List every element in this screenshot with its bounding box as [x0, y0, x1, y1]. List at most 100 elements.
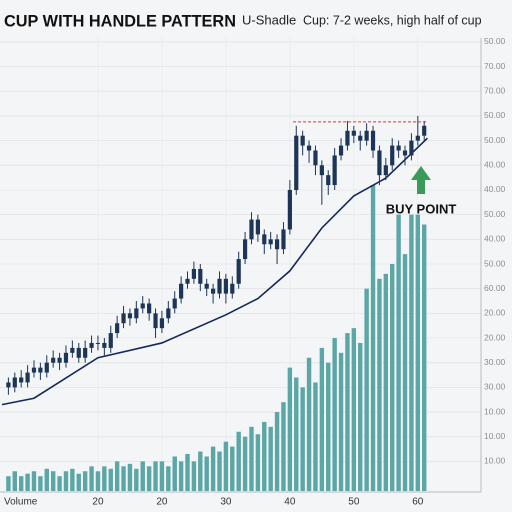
- candle-body: [217, 278, 222, 294]
- y-tick-label: 30.00: [484, 357, 506, 367]
- candle-body: [370, 130, 376, 151]
- x-tick-label: 30: [220, 497, 232, 508]
- volume-bar: [255, 434, 261, 491]
- volume-bar: [338, 352, 344, 491]
- candle-body: [236, 259, 241, 284]
- volume-bar: [25, 473, 30, 491]
- volume-bar: [332, 338, 337, 491]
- volume-bar: [230, 446, 235, 491]
- candle-body: [319, 165, 324, 176]
- y-tick-label: 20.00: [484, 332, 506, 342]
- volume-bar: [396, 214, 401, 492]
- candle-body: [326, 175, 331, 186]
- volume-bar: [422, 224, 427, 492]
- candle-body: [19, 377, 24, 383]
- volume-bar: [50, 471, 56, 491]
- volume-bar: [134, 468, 139, 491]
- volume-bar: [383, 273, 389, 491]
- volume-bar: [191, 461, 197, 491]
- candle-body: [230, 283, 235, 294]
- candle-body: [211, 288, 216, 294]
- x-tick-label: 20: [92, 497, 104, 508]
- candle-body: [402, 150, 408, 156]
- volume-bar: [140, 461, 145, 491]
- volume-bar: [82, 471, 88, 491]
- candle-body: [332, 155, 337, 186]
- y-tick-label: 70.00: [484, 61, 506, 71]
- volume-bar: [287, 367, 293, 491]
- candle-body: [166, 308, 171, 319]
- y-tick-label: 10.00: [484, 406, 506, 416]
- candle-body: [6, 382, 11, 388]
- grid: [0, 37, 481, 491]
- volume-bar: [38, 476, 43, 491]
- volume-bar: [153, 461, 158, 491]
- y-tick-label: 20.00: [484, 308, 506, 318]
- volume-bar: [306, 357, 312, 491]
- volume-bar: [172, 456, 177, 491]
- volume-bars: [6, 185, 427, 492]
- volume-bar: [210, 446, 216, 491]
- candle-body: [377, 150, 382, 176]
- volume-bar: [159, 461, 165, 491]
- volume-bar: [236, 431, 241, 491]
- candle-body: [153, 313, 158, 329]
- candle-body: [422, 125, 427, 136]
- candle-body: [338, 145, 344, 156]
- candle-body: [95, 342, 101, 344]
- y-tick-label: 50.00: [484, 209, 506, 219]
- candle-body: [306, 145, 312, 151]
- candle-body: [115, 323, 120, 334]
- candle-body: [127, 313, 133, 319]
- candle-body: [268, 239, 273, 245]
- x-tick-label: 60: [412, 497, 424, 508]
- volume-bar: [300, 387, 305, 491]
- volume-bar: [274, 412, 280, 491]
- y-tick-label: 60.00: [484, 283, 506, 293]
- candle-body: [358, 135, 363, 141]
- candle-body: [147, 303, 152, 314]
- volume-bar: [6, 476, 11, 491]
- chart-subtitle: U-Shadle: [242, 12, 296, 27]
- volume-bar: [114, 461, 120, 491]
- volume-bar: [377, 278, 382, 491]
- y-tick-label: 40.00: [484, 234, 506, 244]
- candle-body: [351, 130, 356, 136]
- candle-body: [223, 278, 228, 294]
- buy-arrow: [411, 166, 431, 194]
- volume-bar: [121, 466, 126, 491]
- volume-bar: [146, 466, 152, 491]
- volume-bar: [326, 362, 331, 491]
- x-tick-label: 20: [156, 497, 168, 508]
- candle-body: [12, 377, 17, 388]
- candle-body: [294, 135, 299, 190]
- candle-body: [415, 135, 420, 141]
- volume-bar: [63, 471, 69, 491]
- buy-label: BUY POINT: [386, 201, 457, 216]
- volume-bar: [89, 466, 94, 491]
- y-tick-label: 30.00: [484, 382, 506, 392]
- y-tick-label: 40.00: [484, 184, 506, 194]
- candle-body: [134, 308, 139, 319]
- candle-body: [204, 283, 209, 289]
- chart-title: CUP WITH HANDLE PATTERN: [4, 11, 236, 30]
- candle-body: [409, 140, 414, 156]
- candle-body: [89, 342, 94, 348]
- y-tick-label: 10.00: [484, 456, 506, 466]
- candle-body: [25, 372, 30, 383]
- candle-body: [31, 367, 37, 373]
- volume-bar: [415, 214, 421, 492]
- volume-bar: [18, 476, 24, 491]
- moving-average: [1, 137, 428, 406]
- price-layer: [1, 115, 428, 406]
- candle-body: [44, 362, 49, 373]
- candle-body: [281, 229, 286, 250]
- volume-bar: [76, 473, 81, 491]
- y-tick-label: 50.00: [484, 135, 506, 145]
- volume-bar: [108, 468, 113, 491]
- volume-bar: [95, 471, 101, 491]
- candle-body: [63, 352, 69, 363]
- candle-body: [159, 318, 165, 329]
- candle-body: [287, 189, 292, 230]
- candle-body: [179, 283, 184, 299]
